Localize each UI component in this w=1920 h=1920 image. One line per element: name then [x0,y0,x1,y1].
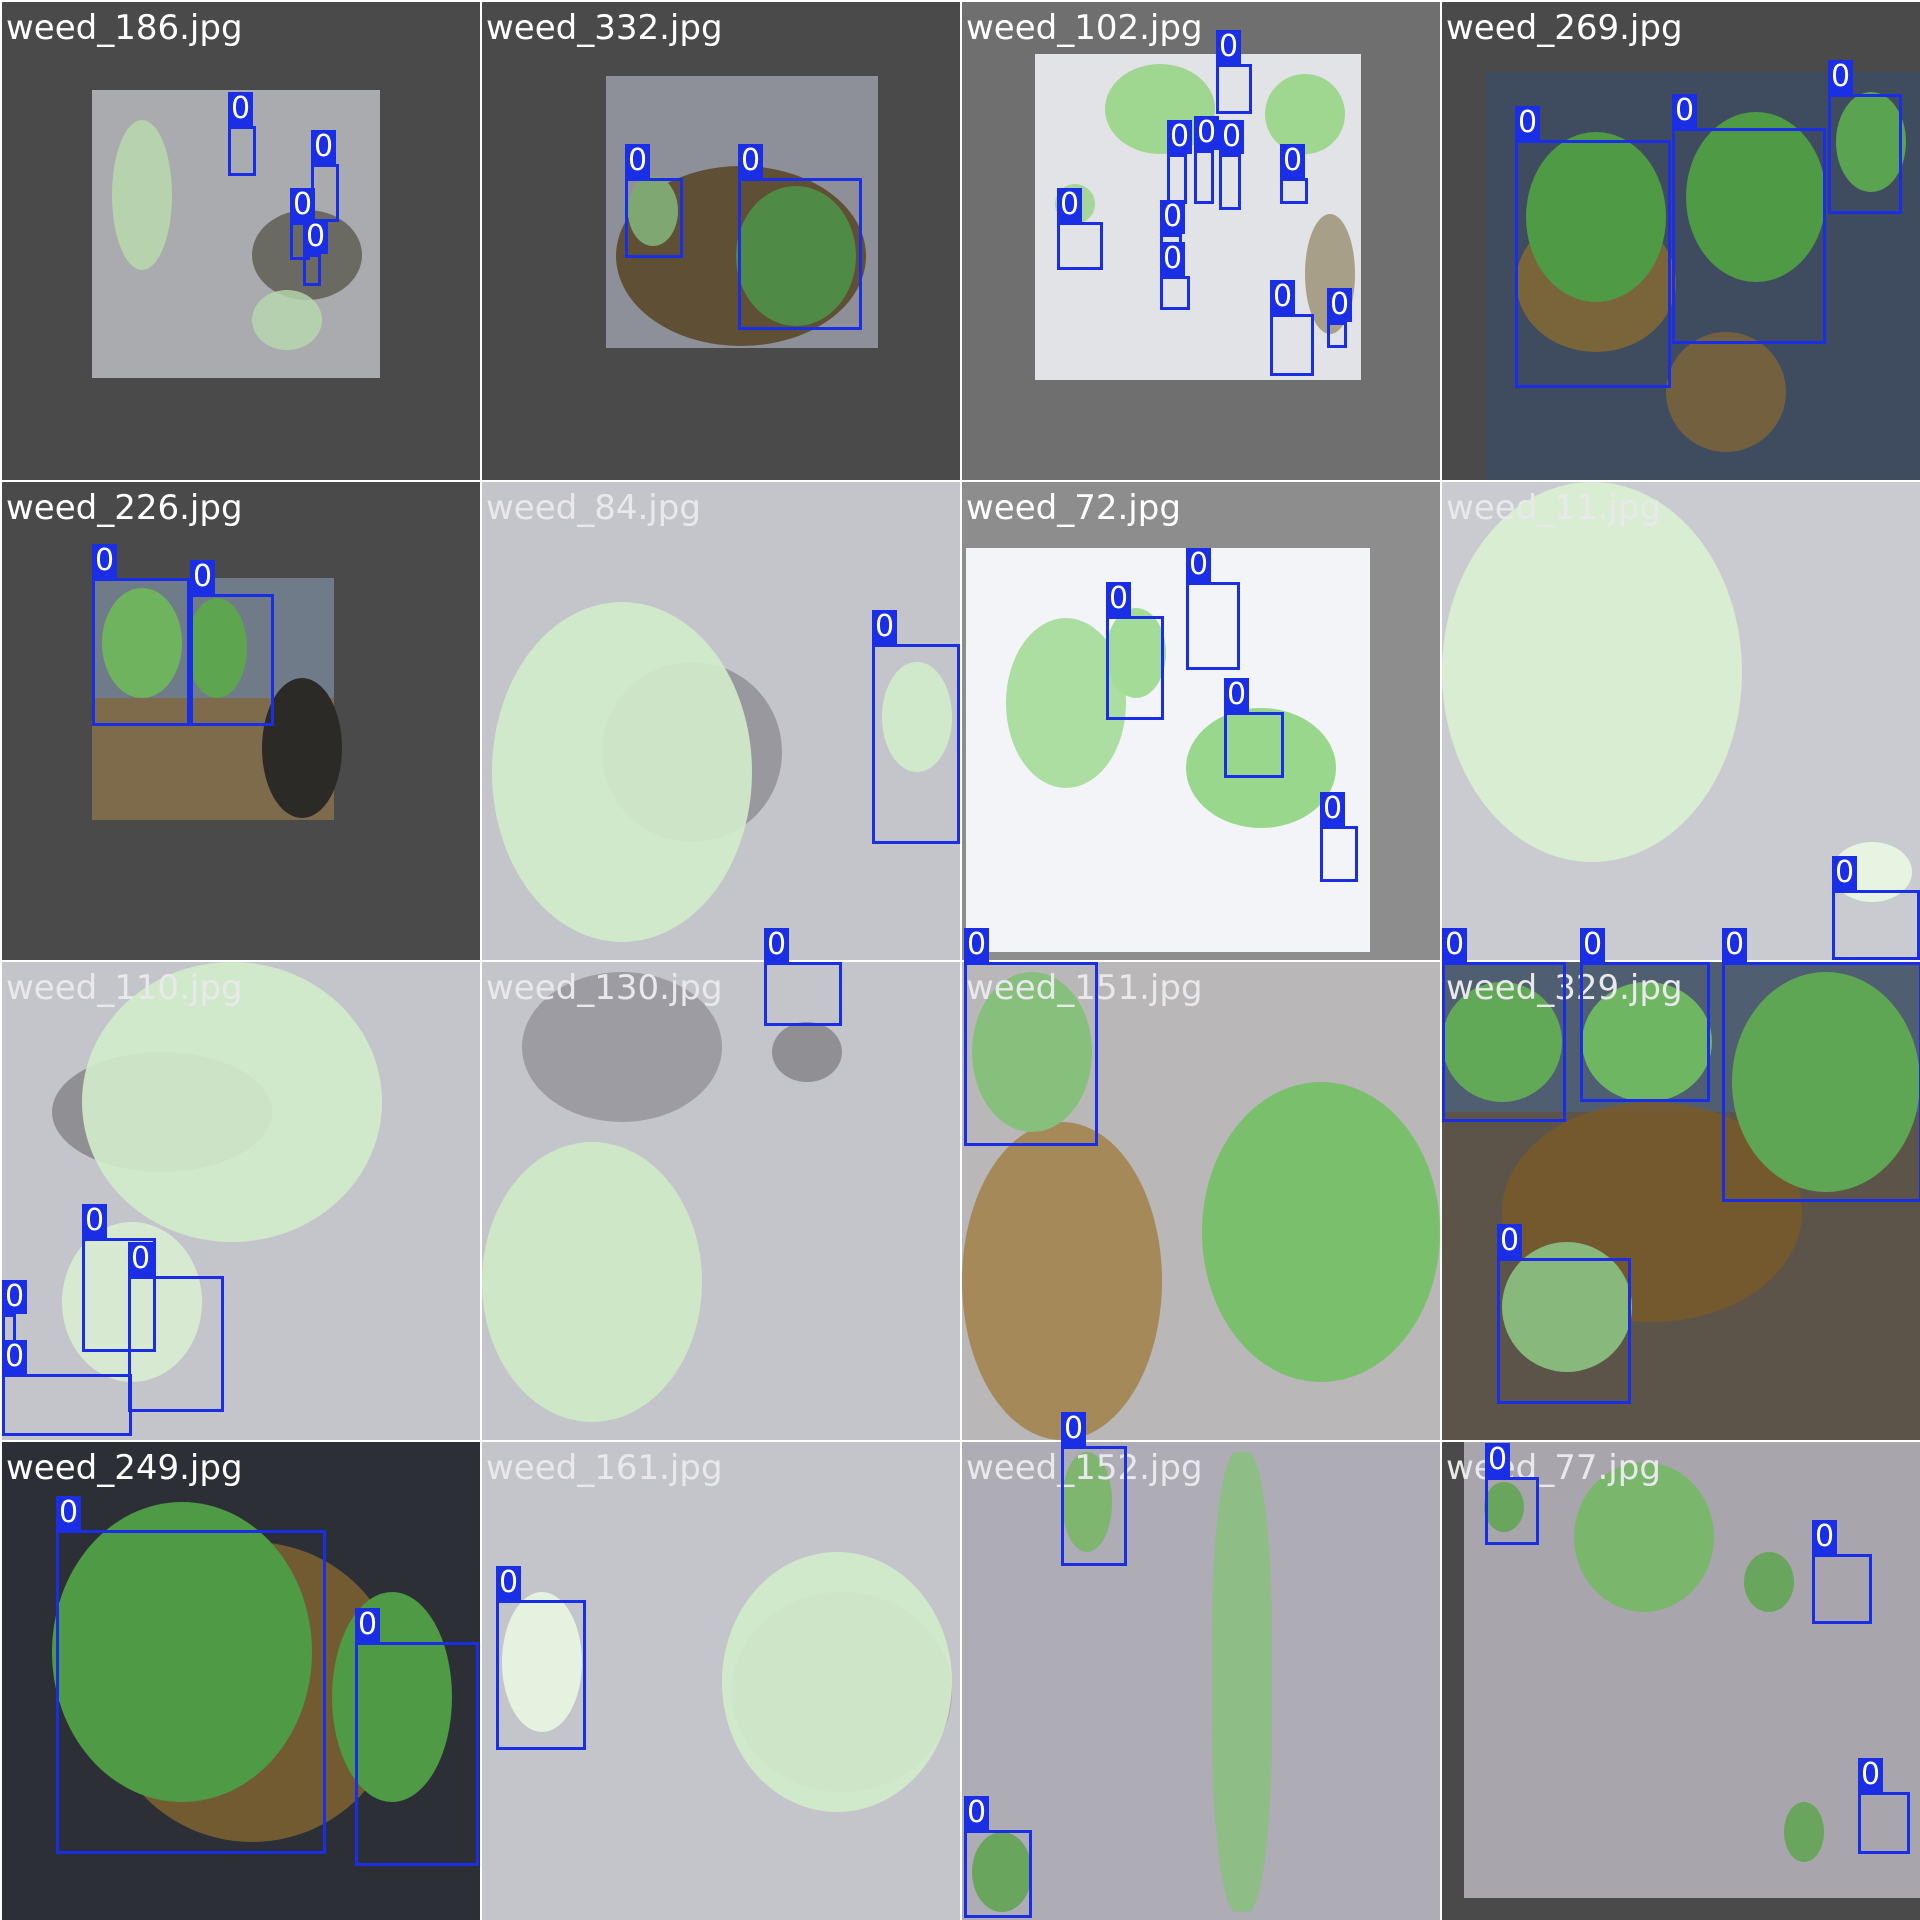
detection-box [128,1276,224,1412]
class-label-tag: 0 [1832,856,1858,890]
class-label-tag: 0 [82,1204,108,1238]
photo [1464,1442,1920,1898]
detection-box [1497,1258,1631,1404]
detection-box [311,164,339,222]
class-label-tag: 0 [128,1242,154,1276]
detection-box [1194,150,1214,204]
detection-box [738,178,862,330]
detection-box [2,1374,132,1436]
class-label-tag: 0 [1160,200,1186,234]
class-label-tag: 0 [290,188,316,222]
class-label-tag: 0 [964,928,990,962]
class-label-tag: 0 [1160,242,1186,276]
class-label-tag: 0 [2,1340,28,1374]
class-label-tag: 0 [355,1608,381,1642]
tile-weed-102: weed_102.jpg [962,2,1440,480]
class-label-tag: 0 [1828,60,1854,94]
detection-box [1280,178,1308,204]
detection-box [1219,154,1241,210]
class-label-tag: 0 [2,1280,28,1314]
class-label-tag: 0 [92,544,118,578]
detection-box [1160,276,1190,310]
detection-box [1828,94,1902,214]
detection-box [1320,826,1358,882]
class-label-tag: 0 [1194,116,1220,150]
class-label-tag: 0 [190,560,216,594]
class-label-tag: 0 [625,144,651,178]
detection-box [1106,616,1164,720]
detection-box [1186,582,1240,670]
class-label-tag: 0 [1515,106,1541,140]
class-label-tag: 0 [1219,120,1245,154]
class-label-tag: 0 [311,130,337,164]
detection-box [1832,890,1920,960]
class-label-tag: 0 [228,92,254,126]
detection-box [1858,1792,1910,1854]
class-label-tag: 0 [1061,1412,1087,1446]
class-label-tag: 0 [1580,928,1606,962]
detection-box [1515,140,1671,388]
tile-weed-226: weed_226.jpg [2,482,480,960]
detection-box [764,962,842,1026]
tile-weed-72: weed_72.jpg [962,482,1440,960]
detection-box [1327,322,1347,348]
detection-box [964,962,1098,1146]
class-label-tag: 0 [1858,1758,1884,1792]
detection-box [872,644,960,844]
class-label-tag: 0 [872,610,898,644]
class-label-tag: 0 [1320,792,1346,826]
photo [966,548,1370,952]
detection-box [82,1238,156,1352]
detection-box [1722,962,1920,1202]
detection-box [1672,128,1826,344]
class-label-tag: 0 [1327,288,1353,322]
detection-box [1442,962,1566,1122]
class-label-tag: 0 [764,928,790,962]
class-label-tag: 0 [303,220,329,254]
class-label-tag: 0 [1186,548,1212,582]
class-label-tag: 0 [1672,94,1698,128]
detection-box [56,1530,326,1854]
class-label-tag: 0 [496,1566,522,1600]
class-label-tag: 0 [1167,120,1193,154]
detection-box [92,578,190,726]
tile-weed-151: weed_151.jpg [962,962,1440,1440]
detection-box [355,1642,479,1866]
photo [92,578,342,820]
class-label-tag: 0 [1442,928,1468,962]
tile-weed-249: weed_249.jpg [2,1442,480,1920]
tile-weed-84: weed_84.jpg [482,482,960,960]
detection-box [964,1830,1032,1918]
class-label-tag: 0 [1224,678,1250,712]
detection-box [190,594,274,726]
detection-box [1167,154,1187,204]
class-label-tag: 0 [1270,280,1296,314]
class-label-tag: 0 [1106,582,1132,616]
tile-weed-130: weed_130.jpg [482,962,960,1440]
detection-box [1580,962,1710,1102]
detection-box [1812,1554,1872,1624]
class-label-tag: 0 [56,1496,82,1530]
detection-box [1270,314,1314,376]
class-label-tag: 0 [1485,1443,1511,1477]
detection-box [625,178,683,258]
class-label-tag: 0 [964,1796,990,1830]
class-label-tag: 0 [1497,1224,1523,1258]
class-label-tag: 0 [1057,188,1083,222]
detection-box [228,126,256,176]
detection-box [1061,1446,1127,1566]
class-label-tag: 0 [1280,144,1306,178]
class-label-tag: 0 [1216,30,1242,64]
detection-box [1216,64,1252,114]
detection-box [1057,222,1103,270]
detection-box [1224,712,1284,778]
detection-box [303,254,321,286]
class-label-tag: 0 [738,144,764,178]
class-label-tag: 0 [1722,928,1748,962]
detection-box [496,1600,586,1750]
detection-box [1485,1477,1539,1545]
class-label-tag: 0 [1812,1520,1838,1554]
